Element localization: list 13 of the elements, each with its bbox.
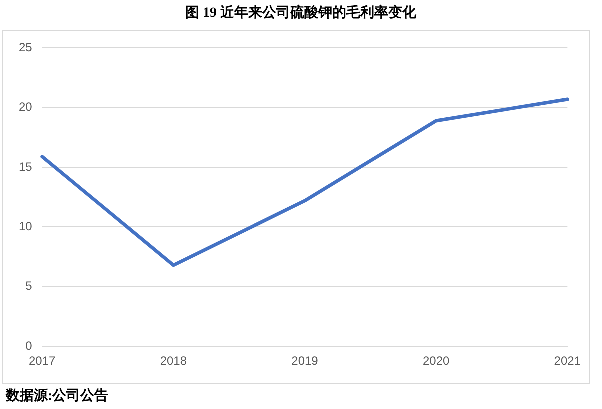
x-tick-label: 2017 (28, 354, 56, 368)
x-tick-label: 2021 (554, 354, 582, 368)
y-tick-label: 25 (18, 40, 33, 55)
text: 数据源:公司公告 (6, 387, 109, 405)
y-tick-label: 0 (26, 338, 33, 353)
y-tick-label: 20 (18, 100, 33, 114)
x-tick-label: 2019 (292, 354, 319, 368)
y-tick-label: 10 (18, 220, 33, 234)
y-tick-label: 15 (18, 160, 33, 174)
y-tick-label: 5 (26, 279, 33, 294)
x-tick-label: 2018 (160, 354, 188, 368)
x-tick-label: 2020 (422, 354, 450, 368)
chart-title: 图 19 近年来公司硫酸钾的毛利率变化 (184, 4, 418, 23)
